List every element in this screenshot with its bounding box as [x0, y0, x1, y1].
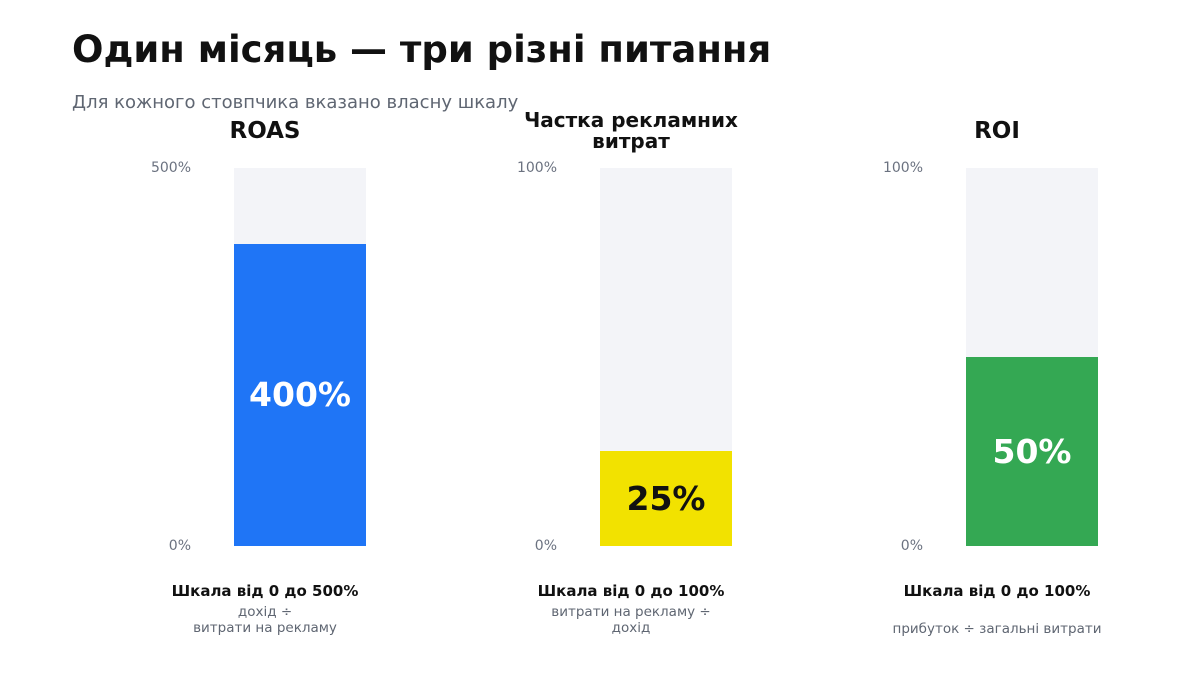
panel-title: Частка рекламних витрат [524, 108, 738, 153]
bar-fill [600, 451, 732, 546]
bar-track: 50% [966, 168, 1098, 546]
panel-roas: ROAS 500% 0% 400% Шкала від 0 до 500% до… [100, 100, 430, 660]
bar-track: 400% [234, 168, 366, 546]
bar-track: 25% [600, 168, 732, 546]
scale-caption: Шкала від 0 до 100% [537, 582, 725, 600]
formula-line: витрати на рекламу [193, 620, 337, 637]
bar-value-label: 50% [992, 432, 1072, 471]
bar-fill [234, 244, 366, 546]
tick-label-min: 0% [168, 538, 191, 554]
tick-label-max: 100% [882, 160, 923, 176]
tick-label-max: 100% [516, 160, 557, 176]
bar-value-label: 25% [626, 479, 706, 518]
chart-subtitle: Для кожного стовпчика вказано власну шка… [72, 92, 519, 113]
scale-caption: Шкала від 0 до 100% [903, 582, 1091, 600]
formula-line: дохід [611, 620, 651, 637]
panel-ad-spend-share: Частка рекламних витрат 100% 0% 25% Шкал… [466, 100, 796, 660]
formula-text: витрати на рекламу ÷ дохід [431, 604, 831, 636]
scale-caption: Шкала від 0 до 500% [171, 582, 359, 600]
formula-line: витрати на рекламу ÷ [551, 604, 711, 620]
formula-text: дохід ÷ витрати на рекламу [65, 604, 465, 636]
tick-label-min: 0% [534, 538, 557, 554]
tick-label-min: 0% [900, 538, 923, 554]
formula-text: прибуток ÷ загальні витрати [797, 621, 1197, 637]
panel-title: ROAS [229, 117, 301, 144]
chart-title: Один місяць — три різні питання [72, 28, 772, 71]
bar-value-label: 400% [249, 375, 351, 414]
formula-line: прибуток ÷ загальні витрати [892, 621, 1102, 637]
tick-label-max: 500% [150, 160, 191, 176]
panel-title: ROI [974, 117, 1020, 144]
bar-fill [966, 357, 1098, 546]
formula-line: дохід ÷ [237, 604, 293, 620]
panel-roi: ROI 100% 0% 50% Шкала від 0 до 100% приб… [832, 100, 1162, 660]
